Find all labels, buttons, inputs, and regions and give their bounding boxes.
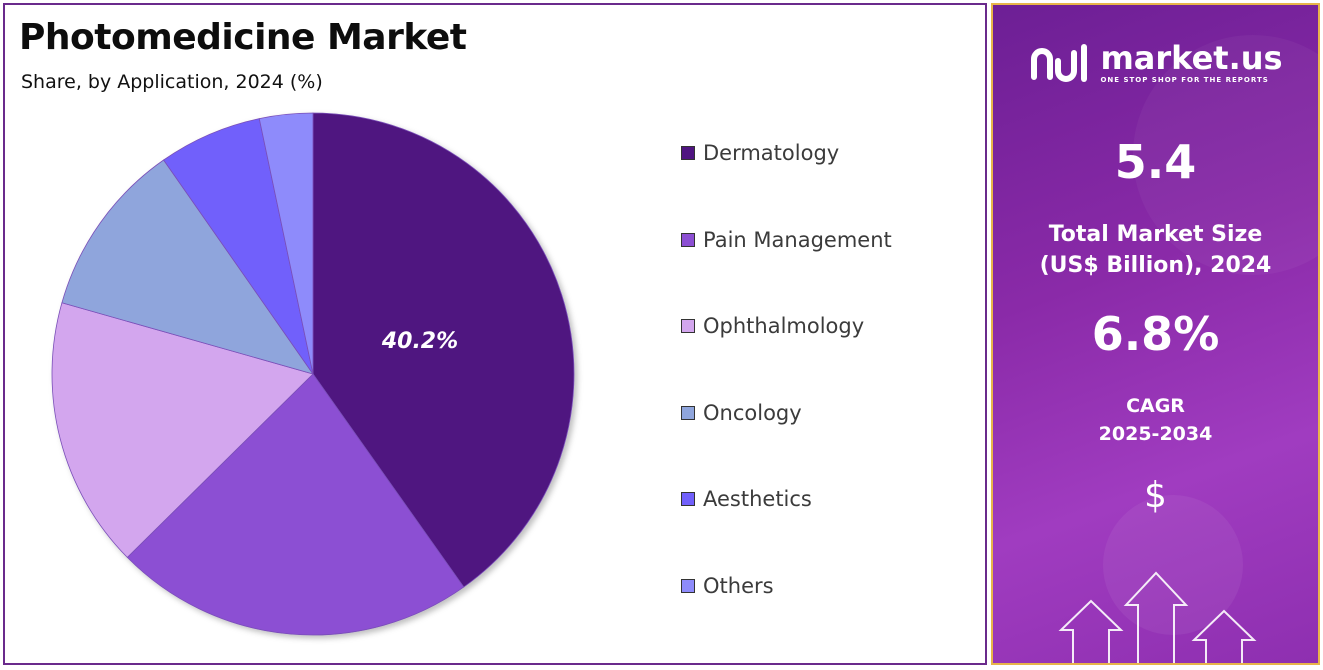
cagr-label: CAGR: [1126, 395, 1185, 417]
legend-item-oncology: Oncology: [681, 393, 892, 433]
chart-subtitle: Share, by Application, 2024 (%): [21, 71, 323, 93]
summary-panel: market.us ONE STOP SHOP FOR THE REPORTS …: [991, 3, 1320, 665]
legend-item-ophthalmology: Ophthalmology: [681, 306, 892, 346]
pie-slices: [51, 112, 575, 636]
data-label-dermatology: 40.2%: [381, 329, 458, 354]
legend-swatch: [681, 492, 695, 507]
brand-tagline: ONE STOP SHOP FOR THE REPORTS: [1100, 76, 1269, 84]
legend-swatch: [681, 319, 695, 334]
chart-title: Photomedicine Market: [19, 17, 467, 58]
pie-slice-dermatology: [312, 112, 575, 588]
legend: Dermatology Pain Management Ophthalmology O…: [681, 133, 892, 653]
market-size-label-line1: Total Market Size: [1048, 222, 1263, 247]
cagr-period: 2025-2034: [1098, 423, 1213, 445]
chart-panel: Photomedicine Market Share, by Applicati…: [3, 3, 987, 665]
legend-label: Aesthetics: [703, 487, 812, 512]
brand-name: market.us: [1100, 39, 1283, 77]
legend-label: Ophthalmology: [703, 314, 865, 339]
legend-label: Pain Management: [703, 227, 892, 252]
cagr-value: 6.8%: [1091, 307, 1220, 361]
pie-data-labels: 40.2%: [381, 329, 458, 354]
legend-item-dermatology: Dermatology: [681, 133, 892, 173]
legend-swatch: [681, 232, 695, 247]
legend-swatch: [681, 578, 695, 593]
legend-swatch: [681, 146, 695, 160]
legend-item-aesthetics: Aesthetics: [681, 479, 892, 519]
pie-chart: 40.2%: [51, 112, 575, 636]
legend-swatch: [681, 405, 695, 420]
legend-label: Oncology: [703, 400, 802, 425]
legend-item-others: Others: [681, 566, 892, 606]
market-us-logo-icon: [1031, 44, 1088, 82]
legend-item-pain-management: Pain Management: [681, 220, 892, 260]
market-size-value: 5.4: [1114, 135, 1197, 189]
pie-slice-others: [258, 112, 314, 375]
legend-label: Dermatology: [703, 141, 840, 165]
brand-logo: market.us ONE STOP SHOP FOR THE REPORTS: [993, 41, 1318, 85]
pie-slice-ophthalmology: [51, 302, 314, 558]
pie-slice-pain-management: [126, 373, 465, 636]
market-size-label-line2: (US$ Billion), 2024: [1039, 253, 1272, 278]
legend-label: Others: [703, 573, 774, 598]
growth-arrows-icon: [1058, 35, 1318, 663]
dollar-icon: $: [1144, 475, 1167, 516]
pie-slice-oncology: [61, 159, 314, 375]
